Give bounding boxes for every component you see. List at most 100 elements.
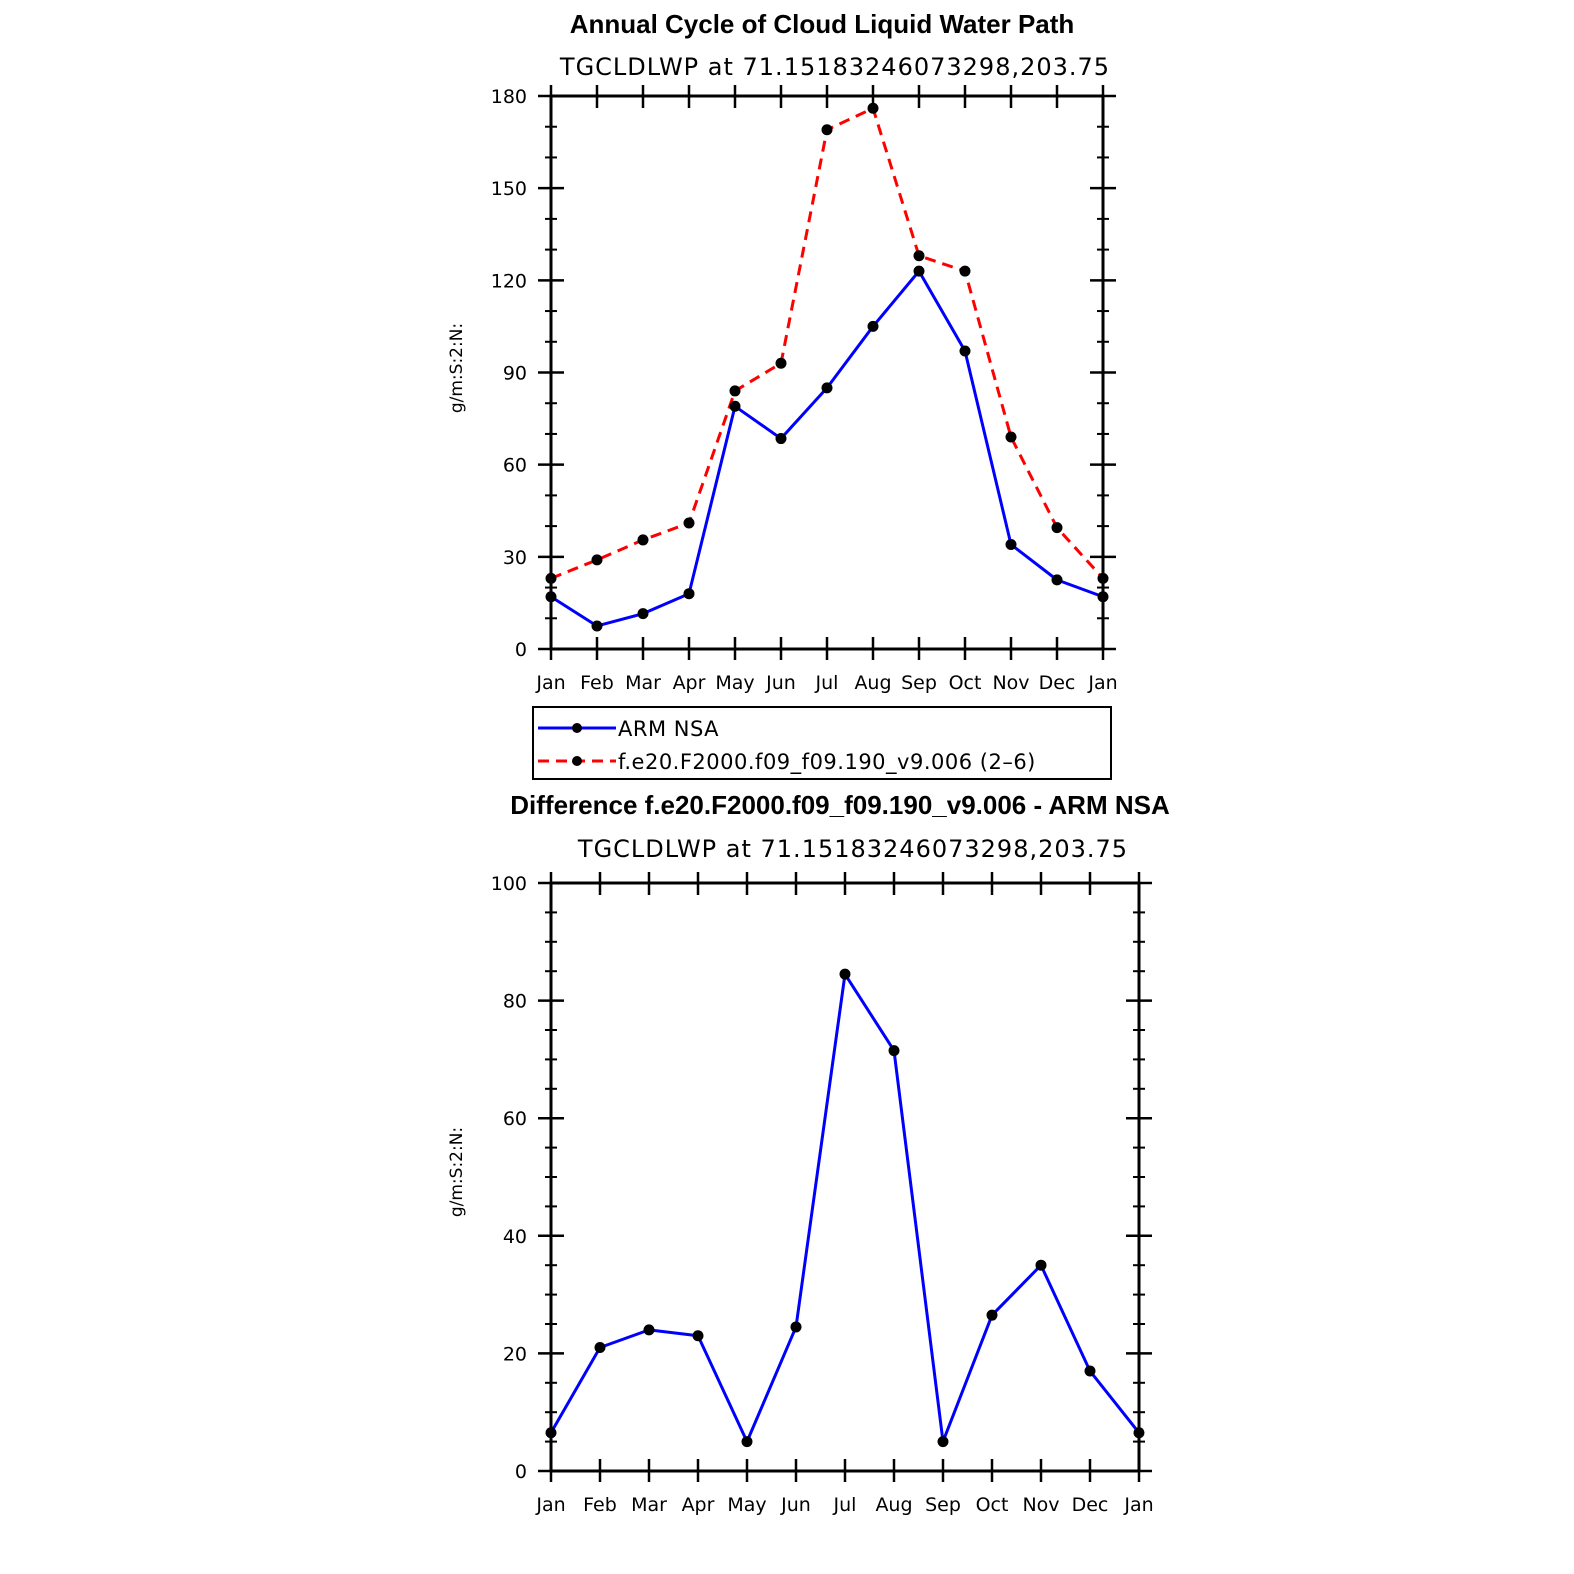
chart-subtitle: TGCLDLWP at 71.15183246073298,203.75 — [559, 53, 1110, 81]
data-point — [867, 320, 879, 332]
data-point — [913, 265, 925, 277]
x-tick-label: Sep — [901, 672, 937, 694]
data-point — [1051, 574, 1063, 586]
y-tick-label: 120 — [491, 270, 527, 292]
y-tick-label: 20 — [503, 1343, 527, 1365]
data-point — [1084, 1365, 1096, 1377]
data-point — [1051, 522, 1063, 534]
x-tick-label: Oct — [949, 672, 982, 694]
y-axis-label: g/m:S:2:N: — [447, 1127, 467, 1217]
axis-ticks — [538, 872, 1152, 1482]
data-point — [591, 620, 603, 632]
series-lines — [549, 972, 1141, 1444]
x-tick-label: May — [715, 672, 754, 694]
data-point — [1035, 1259, 1047, 1271]
data-point — [839, 968, 851, 980]
y-tick-labels: 0 20 40 60 80 100 — [491, 873, 527, 1483]
x-tick-label: Apr — [673, 672, 706, 694]
series-lines — [550, 106, 1105, 628]
x-tick-label: Jan — [535, 672, 565, 694]
x-tick-label: Aug — [875, 1494, 912, 1516]
plot-frame — [549, 881, 1141, 1473]
x-tick-label: Dec — [1039, 672, 1076, 694]
data-point — [937, 1436, 949, 1448]
data-point — [790, 1321, 802, 1333]
y-tick-label: 60 — [503, 1108, 527, 1130]
x-tick-label: Jan — [535, 1494, 565, 1516]
x-tick-label: May — [727, 1494, 766, 1516]
data-point — [741, 1436, 753, 1448]
x-tick-label: Mar — [631, 1494, 667, 1516]
x-tick-label: Jul — [833, 1494, 857, 1516]
x-tick-label: Aug — [854, 672, 891, 694]
series-line-1 — [550, 106, 1105, 580]
y-tick-label: 30 — [503, 547, 527, 569]
legend-label-model: f.e20.F2000.f09_f09.190_v9.006 (2–6) — [618, 750, 1036, 775]
axis-ticks — [538, 85, 1116, 660]
x-tick-label: Apr — [682, 1494, 715, 1516]
plot-frame — [549, 94, 1105, 651]
series-line-0 — [549, 972, 1141, 1444]
y-tick-label: 0 — [515, 1461, 527, 1483]
y-tick-label: 180 — [491, 86, 527, 108]
y-tick-label: 60 — [503, 455, 527, 477]
legend-box — [532, 706, 1112, 780]
data-point — [683, 588, 695, 600]
chart-subtitle: TGCLDLWP at 71.15183246073298,203.75 — [577, 835, 1128, 863]
data-point — [913, 250, 925, 262]
data-point — [986, 1309, 998, 1321]
y-tick-label: 80 — [503, 991, 527, 1013]
difference-chart: Difference f.e20.F2000.f09_f09.190_v9.00… — [447, 790, 1170, 1516]
series-line-0 — [550, 269, 1104, 628]
x-tick-labels: Jan Feb Mar Apr May Jun Jul Aug Sep Oct Nov Dec Jan — [535, 672, 1117, 694]
data-point — [1005, 539, 1017, 551]
y-tick-label: 150 — [491, 178, 527, 200]
data-point — [643, 1324, 655, 1336]
data-point — [775, 357, 787, 369]
x-tick-label: Mar — [625, 672, 661, 694]
data-point — [637, 534, 649, 546]
legend-marker-model — [572, 756, 582, 766]
data-point — [683, 517, 695, 529]
chart-title: Difference f.e20.F2000.f09_f09.190_v9.00… — [510, 790, 1170, 820]
y-tick-label: 0 — [515, 639, 527, 661]
data-point — [1005, 431, 1017, 443]
x-tick-label: Jun — [765, 672, 796, 694]
x-tick-label: Jun — [780, 1494, 811, 1516]
data-point — [594, 1342, 606, 1354]
x-tick-label: Jan — [1123, 1494, 1153, 1516]
data-point — [959, 265, 971, 277]
data-point — [637, 608, 649, 620]
data-point — [729, 385, 741, 397]
data-point — [591, 554, 603, 566]
chart-title: Annual Cycle of Cloud Liquid Water Path — [570, 9, 1075, 39]
y-tick-label: 100 — [491, 873, 527, 895]
data-point — [729, 400, 741, 412]
x-tick-label: Jan — [1087, 672, 1117, 694]
x-tick-label: Feb — [580, 672, 614, 694]
data-point — [867, 102, 879, 114]
y-tick-label: 40 — [503, 1226, 527, 1248]
x-tick-label: Jul — [815, 672, 839, 694]
data-point — [821, 382, 833, 394]
y-axis-label: g/m:S:2:N: — [447, 323, 467, 413]
series-points — [545, 968, 1145, 1448]
y-tick-label: 90 — [503, 363, 527, 385]
legend-label-arm: ARM NSA — [618, 717, 719, 741]
x-tick-label: Sep — [925, 1494, 961, 1516]
x-tick-labels: Jan Feb Mar Apr May Jun Jul Aug Sep Oct Nov Dec Jan — [535, 1494, 1153, 1516]
data-point — [888, 1045, 900, 1057]
x-tick-label: Dec — [1072, 1494, 1109, 1516]
x-tick-label: Nov — [1022, 1494, 1059, 1516]
data-point — [775, 433, 787, 445]
data-point — [692, 1330, 704, 1342]
annual-cycle-chart: Annual Cycle of Cloud Liquid Water Path … — [447, 9, 1118, 694]
data-point — [959, 345, 971, 357]
x-tick-label: Nov — [992, 672, 1029, 694]
series-points — [545, 102, 1109, 632]
data-point — [821, 124, 833, 136]
x-tick-label: Oct — [976, 1494, 1009, 1516]
legend: ARM NSA f.e20.F2000.f09_f09.190_v9.006 (… — [532, 706, 1112, 780]
y-tick-labels: 0 30 60 90 120 150 180 — [491, 86, 527, 661]
